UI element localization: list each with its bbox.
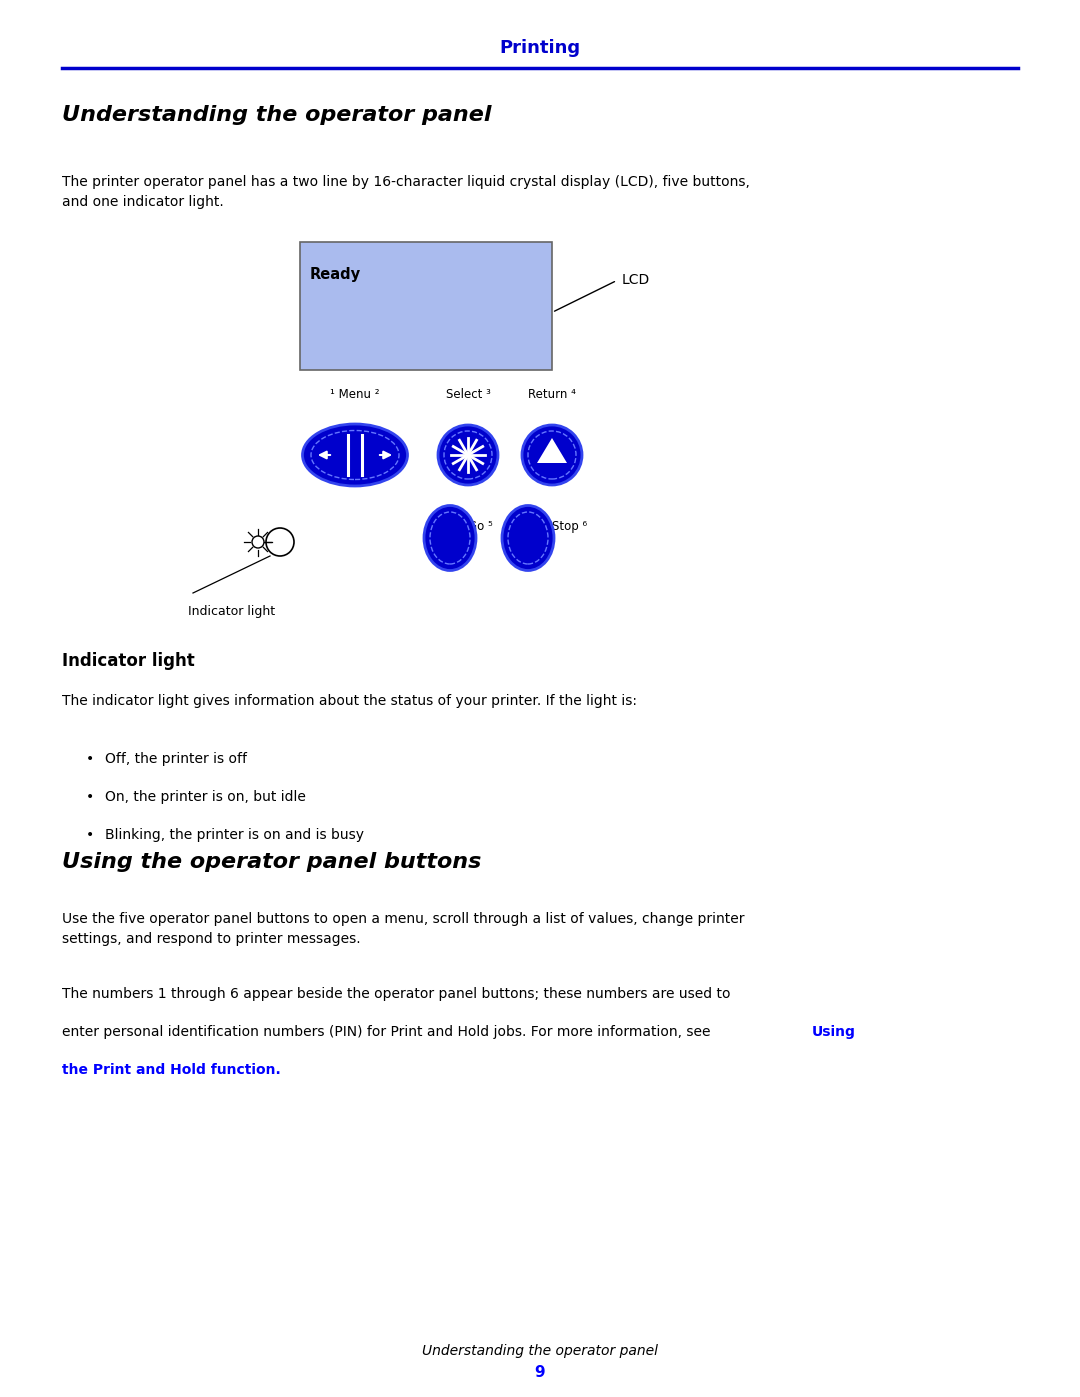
- Ellipse shape: [502, 506, 554, 570]
- Text: Stop ⁶: Stop ⁶: [552, 520, 588, 534]
- Text: Printing: Printing: [499, 39, 581, 57]
- Text: •: •: [86, 752, 94, 766]
- Text: LCD: LCD: [622, 274, 650, 288]
- Text: Indicator light: Indicator light: [188, 605, 275, 617]
- Text: ¹ Menu ²: ¹ Menu ²: [330, 388, 380, 401]
- Polygon shape: [537, 439, 567, 462]
- Text: Understanding the operator panel: Understanding the operator panel: [422, 1344, 658, 1358]
- Text: Off, the printer is off: Off, the printer is off: [105, 752, 247, 766]
- Text: Understanding the operator panel: Understanding the operator panel: [62, 105, 491, 124]
- Text: The indicator light gives information about the status of your printer. If the l: The indicator light gives information ab…: [62, 694, 637, 708]
- Ellipse shape: [438, 425, 498, 485]
- Text: Use the five operator panel buttons to open a menu, scroll through a list of val: Use the five operator panel buttons to o…: [62, 912, 744, 946]
- Text: Blinking, the printer is on and is busy: Blinking, the printer is on and is busy: [105, 828, 364, 842]
- Text: •: •: [86, 789, 94, 805]
- Text: Select ³: Select ³: [446, 388, 490, 401]
- Text: the Print and Hold function.: the Print and Hold function.: [62, 1063, 281, 1077]
- Text: Using the operator panel buttons: Using the operator panel buttons: [62, 852, 482, 872]
- Text: 9: 9: [535, 1365, 545, 1380]
- Text: Using: Using: [812, 1025, 855, 1039]
- Ellipse shape: [522, 425, 582, 485]
- Text: Go ⁵: Go ⁵: [468, 520, 492, 534]
- Text: enter personal identification numbers (PIN) for Print and Hold jobs. For more in: enter personal identification numbers (P…: [62, 1025, 715, 1039]
- Text: Return ⁴: Return ⁴: [528, 388, 576, 401]
- Text: On, the printer is on, but idle: On, the printer is on, but idle: [105, 789, 306, 805]
- Text: Ready: Ready: [310, 267, 361, 282]
- Text: Indicator light: Indicator light: [62, 652, 194, 671]
- Ellipse shape: [424, 506, 476, 570]
- Text: •: •: [86, 828, 94, 842]
- Text: The printer operator panel has a two line by 16-character liquid crystal display: The printer operator panel has a two lin…: [62, 175, 750, 210]
- Ellipse shape: [302, 425, 407, 486]
- Text: The numbers 1 through 6 appear beside the operator panel buttons; these numbers : The numbers 1 through 6 appear beside th…: [62, 988, 730, 1002]
- Bar: [300, 242, 552, 370]
